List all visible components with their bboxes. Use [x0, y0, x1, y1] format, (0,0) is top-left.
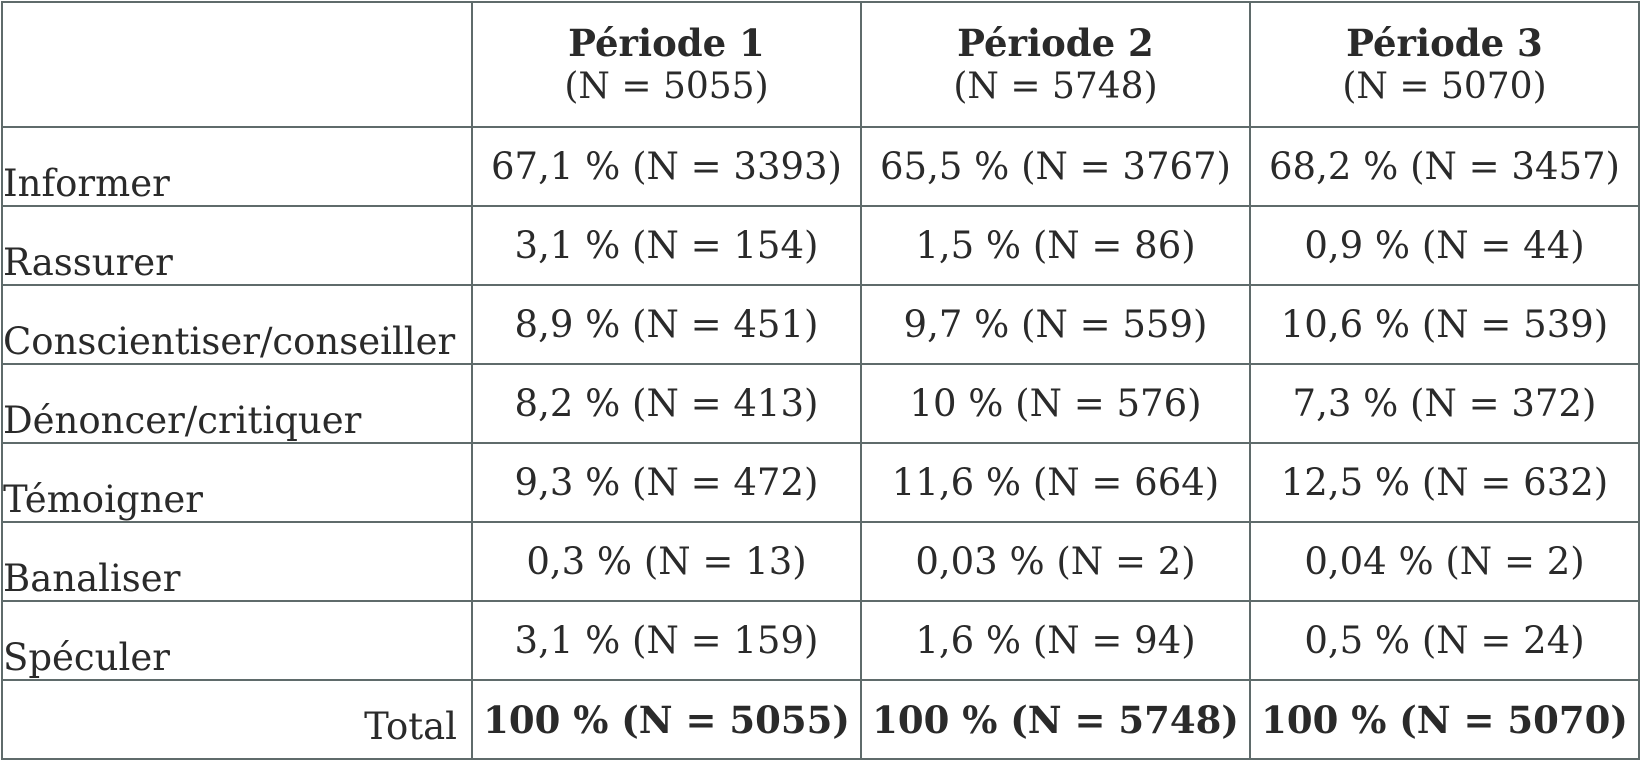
value-cell: 1,5 % (N = 86) [860, 205, 1251, 286]
value-cell: 12,5 % (N = 632) [1249, 442, 1640, 523]
header-period-3: Période 3 (N = 5070) [1249, 1, 1640, 128]
row-label: Dénoncer/critiquer [1, 363, 473, 444]
value-cell: 68,2 % (N = 3457) [1249, 126, 1640, 207]
total-value-cell: 100 % (N = 5748) [860, 679, 1251, 760]
header-period-2: Période 2 (N = 5748) [860, 1, 1251, 128]
value-cell: 0,9 % (N = 44) [1249, 205, 1640, 286]
header-period-1: Période 1 (N = 5055) [471, 1, 862, 128]
total-value-cell: 100 % (N = 5055) [471, 679, 862, 760]
header-row: Période 1 (N = 5055) Période 2 (N = 5748… [1, 1, 1640, 128]
value-cell: 10,6 % (N = 539) [1249, 284, 1640, 365]
period-count: (N = 5055) [564, 65, 769, 107]
value-cell: 10 % (N = 576) [860, 363, 1251, 444]
value-cell: 0,04 % (N = 2) [1249, 521, 1640, 602]
total-row: Total 100 % (N = 5055) 100 % (N = 5748) … [1, 679, 1640, 760]
total-label: Total [1, 679, 473, 760]
period-name: Période 2 [957, 20, 1154, 65]
table-row: Rassurer 3,1 % (N = 154) 1,5 % (N = 86) … [1, 205, 1640, 286]
value-cell: 0,03 % (N = 2) [860, 521, 1251, 602]
row-label: Conscientiser/conseiller [1, 284, 473, 365]
value-cell: 0,3 % (N = 13) [471, 521, 862, 602]
table-row: Dénoncer/critiquer 8,2 % (N = 413) 10 % … [1, 363, 1640, 444]
value-cell: 3,1 % (N = 159) [471, 600, 862, 681]
table-row: Informer 67,1 % (N = 3393) 65,5 % (N = 3… [1, 126, 1640, 207]
period-name: Période 3 [1346, 20, 1543, 65]
value-cell: 65,5 % (N = 3767) [860, 126, 1251, 207]
row-label: Rassurer [1, 205, 473, 286]
value-cell: 11,6 % (N = 664) [860, 442, 1251, 523]
total-value-cell: 100 % (N = 5070) [1249, 679, 1640, 760]
table-row: Témoigner 9,3 % (N = 472) 11,6 % (N = 66… [1, 442, 1640, 523]
value-cell: 9,7 % (N = 559) [860, 284, 1251, 365]
table-row: Conscientiser/conseiller 8,9 % (N = 451)… [1, 284, 1640, 365]
row-label: Spéculer [1, 600, 473, 681]
value-cell: 0,5 % (N = 24) [1249, 600, 1640, 681]
value-cell: 3,1 % (N = 154) [471, 205, 862, 286]
period-count: (N = 5748) [953, 65, 1158, 107]
value-cell: 1,6 % (N = 94) [860, 600, 1251, 681]
value-cell: 8,9 % (N = 451) [471, 284, 862, 365]
row-label: Témoigner [1, 442, 473, 523]
period-name: Période 1 [568, 20, 765, 65]
value-cell: 7,3 % (N = 372) [1249, 363, 1640, 444]
table-row: Spéculer 3,1 % (N = 159) 1,6 % (N = 94) … [1, 600, 1640, 681]
row-label: Banaliser [1, 521, 473, 602]
table-row: Banaliser 0,3 % (N = 13) 0,03 % (N = 2) … [1, 521, 1640, 602]
period-count: (N = 5070) [1342, 65, 1547, 107]
header-corner-cell [1, 1, 473, 128]
row-label: Informer [1, 126, 473, 207]
value-cell: 8,2 % (N = 413) [471, 363, 862, 444]
value-cell: 67,1 % (N = 3393) [471, 126, 862, 207]
value-cell: 9,3 % (N = 472) [471, 442, 862, 523]
